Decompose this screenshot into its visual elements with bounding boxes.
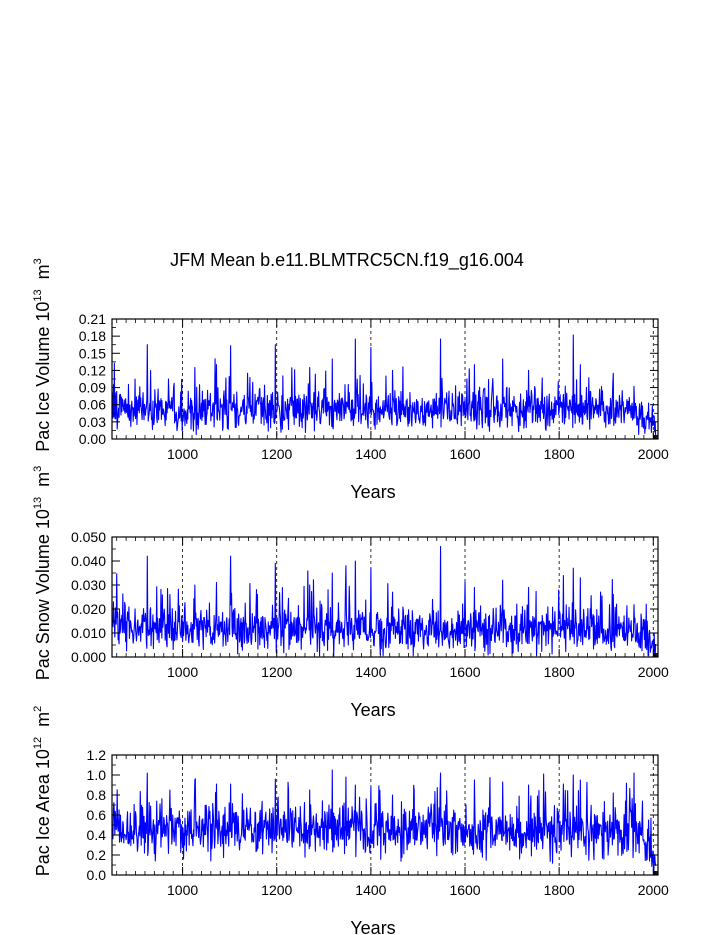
x-tick-label: 1200 bbox=[261, 882, 292, 898]
chart-title: JFM Mean b.e11.BLMTRC5CN.f19_g16.004 bbox=[170, 250, 524, 271]
x-axis-label: Years bbox=[350, 918, 395, 935]
y-tick-label: 0.040 bbox=[71, 553, 106, 569]
y-tick-label: 0.030 bbox=[71, 577, 106, 593]
y-tick-label: 0.4 bbox=[87, 827, 107, 843]
x-tick-label: 1200 bbox=[261, 664, 292, 680]
x-tick-label: 1400 bbox=[355, 446, 386, 462]
y-axis-label: Pac Ice Volume 1013 m3 bbox=[32, 258, 53, 451]
x-tick-label: 2000 bbox=[638, 664, 669, 680]
chart-panel-ice-volume: 1000 1200 1400 1600 1800 2000 0.000.030.060.09… bbox=[32, 258, 669, 502]
y-tick-label: 0.000 bbox=[71, 649, 106, 665]
y-tick-label: 0.09 bbox=[79, 380, 106, 396]
y-tick-label: 1.0 bbox=[87, 767, 107, 783]
x-tick-label: 1200 bbox=[261, 446, 292, 462]
x-tick-label: 1800 bbox=[544, 446, 575, 462]
x-axis-label: Years bbox=[350, 700, 395, 720]
x-tick-label: 1800 bbox=[544, 882, 575, 898]
chart-panel-snow-volume: 1000 1200 1400 1600 1800 2000 0.000 0.010 0.020 0… bbox=[32, 466, 669, 720]
y-axis-label: Pac Snow Volume 1013 m3 bbox=[32, 466, 53, 680]
x-tick-label: 1000 bbox=[167, 882, 198, 898]
y-tick-label: 0.6 bbox=[87, 807, 107, 823]
x-tick-label: 1400 bbox=[355, 882, 386, 898]
y-tick-label: 0.2 bbox=[87, 847, 107, 863]
y-axis-label: Pac Ice Area 1012 m2 bbox=[32, 706, 53, 876]
y-tick-label: 0.010 bbox=[71, 625, 106, 641]
x-tick-label: 1800 bbox=[544, 664, 575, 680]
series-line-pac-snow-volume bbox=[111, 546, 657, 657]
x-tick-label: 2000 bbox=[638, 882, 669, 898]
x-tick-label: 1400 bbox=[355, 664, 386, 680]
x-tick-label: 1000 bbox=[167, 664, 198, 680]
y-tick-label: 0.18 bbox=[79, 328, 106, 344]
x-tick-label: 1600 bbox=[449, 664, 480, 680]
y-tick-label: 0.03 bbox=[79, 414, 106, 430]
x-tick-label: 2000 bbox=[638, 446, 669, 462]
y-tick-label: 0.8 bbox=[87, 787, 107, 803]
x-tick-label: 1600 bbox=[449, 446, 480, 462]
y-tick-label: 0.00 bbox=[79, 431, 106, 447]
series-line-pac-ice-volume bbox=[111, 334, 657, 437]
x-tick-label: 1600 bbox=[449, 882, 480, 898]
y-tick-label: 0.0 bbox=[87, 867, 107, 883]
y-tick-label: 0.21 bbox=[79, 311, 106, 327]
y-tick-label: 0.12 bbox=[79, 362, 106, 378]
y-tick-label: 1.2 bbox=[87, 747, 107, 763]
y-tick-label: 0.15 bbox=[79, 345, 106, 361]
x-tick-label: 1000 bbox=[167, 446, 198, 462]
chart-panel-ice-area: 1000 1200 1400 1600 1800 2000 0.0 0.2 0.4 0.6 0.8 1… bbox=[32, 706, 669, 935]
x-axis-label: Years bbox=[350, 482, 395, 502]
y-tick-label: 0.050 bbox=[71, 529, 106, 545]
series-line-pac-ice-area bbox=[111, 769, 657, 875]
y-tick-label: 0.06 bbox=[79, 397, 106, 413]
y-tick-label: 0.020 bbox=[71, 601, 106, 617]
